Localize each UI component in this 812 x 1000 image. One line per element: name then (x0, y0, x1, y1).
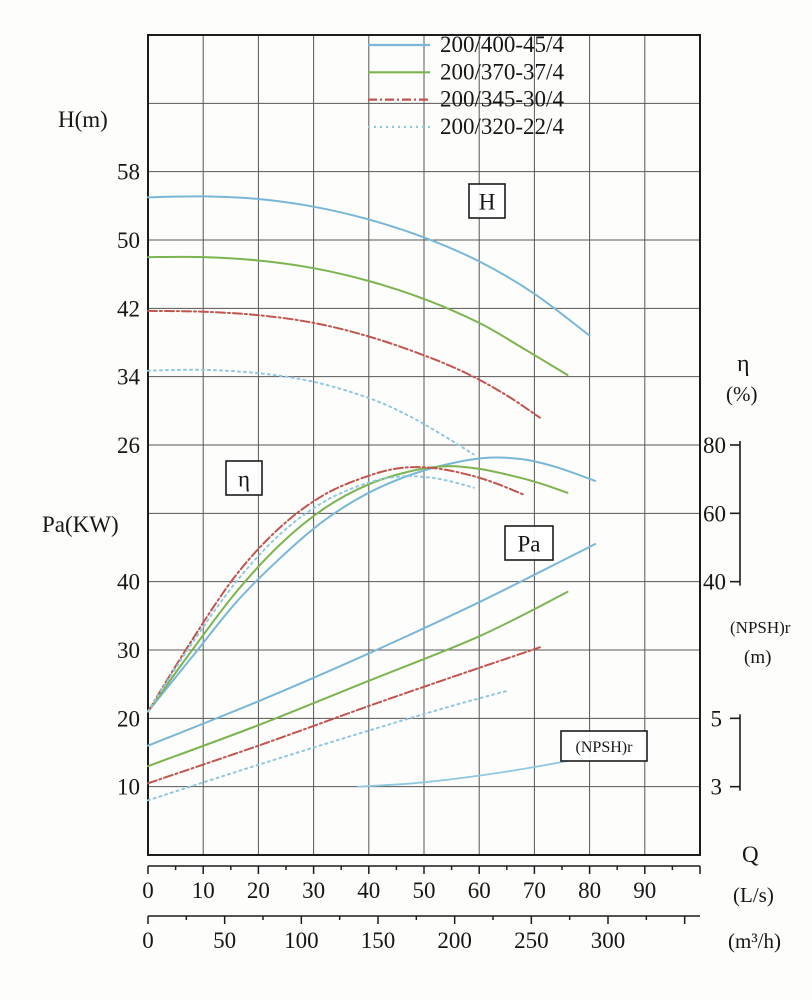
lps-tick-label: 20 (247, 878, 270, 903)
power-curve-200/370-37/4 (147, 590, 569, 768)
m3h-tick-label: 200 (437, 928, 472, 953)
m3h-tick-label: 100 (284, 928, 319, 953)
m3h-tick-label: 250 (514, 928, 549, 953)
efficiency-axis-unit: (%) (726, 382, 757, 406)
npsh-axis-unit: (m) (744, 647, 771, 668)
head-tick-label: 58 (117, 160, 140, 185)
npsh-axis-bracket (730, 714, 741, 791)
npsh-axis-title: (NPSH)r (730, 618, 791, 637)
annotation-box-H: H (468, 183, 506, 219)
x-axis-m3h (147, 915, 700, 924)
annotation-text: η (238, 466, 250, 491)
power-tick-label: 20 (117, 706, 140, 731)
x-axis-lps (147, 865, 701, 874)
power-tick-label: 10 (117, 775, 140, 800)
legend-label: 200/370-37/4 (440, 59, 564, 84)
power-tick-label: 30 (117, 638, 140, 663)
lps-tick-label: 50 (413, 878, 436, 903)
annotation-box-Pa: Pa (504, 525, 554, 561)
power-curve-200/320-22/4 (147, 690, 508, 802)
annotation-box-η: η (225, 460, 263, 496)
m3h-tick-label: 0 (142, 928, 154, 953)
power-curve-200/400-45/4 (147, 543, 597, 747)
npsh-tick-label: 3 (711, 775, 723, 800)
x-axis-unit-m3h: (m³/h) (728, 929, 781, 953)
annotation-text: Pa (518, 531, 541, 556)
efficiency-tick-label: 80 (703, 433, 726, 458)
head-tick-label: 42 (117, 296, 140, 321)
lps-tick-label: 60 (468, 878, 491, 903)
m3h-tick-label: 300 (591, 928, 626, 953)
efficiency-tick-label: 60 (703, 501, 726, 526)
head-axis-title: H(m) (58, 107, 108, 132)
efficiency-axis-bracket (730, 441, 741, 586)
annotation-text: H (479, 189, 496, 214)
head-curve-200/345-30/4 (147, 309, 541, 419)
head-tick-label: 26 (117, 433, 140, 458)
x-axis-title: Q (742, 842, 759, 867)
x-axis-unit-lps: (L/s) (733, 883, 774, 907)
power-axis-title: Pa(KW) (42, 512, 119, 537)
lps-tick-label: 70 (523, 878, 546, 903)
legend-label: 200/345-30/4 (440, 87, 564, 112)
npsh-tick-label: 5 (711, 706, 723, 731)
head-curve-200/370-37/4 (147, 255, 569, 376)
lps-tick-label: 40 (357, 878, 380, 903)
lps-tick-label: 30 (302, 878, 325, 903)
efficiency-axis-title: η (737, 351, 750, 377)
efficiency-tick-label: 40 (703, 570, 726, 595)
m3h-tick-label: 50 (213, 928, 236, 953)
head-tick-label: 50 (117, 228, 140, 253)
legend-label: 200/400-45/4 (440, 32, 564, 57)
efficiency-curve-200/370-37/4 (147, 465, 569, 713)
annotation-box-(NPSH)r: (NPSH)r (560, 730, 648, 762)
power-tick-label: 40 (117, 570, 140, 595)
lps-tick-label: 90 (633, 878, 656, 903)
efficiency-curve-200/320-22/4 (147, 475, 475, 713)
head-tick-label: 34 (117, 365, 141, 390)
plot-frame (147, 34, 701, 856)
lps-tick-label: 80 (578, 878, 601, 903)
efficiency-curve-200/345-30/4 (147, 466, 525, 713)
lps-tick-label: 0 (142, 878, 154, 903)
efficiency-curve-200/400-45/4 (147, 456, 597, 713)
head-curve-200/400-45/4 (147, 195, 591, 337)
m3h-tick-label: 150 (361, 928, 396, 953)
power-curve-200/345-30/4 (147, 646, 541, 785)
lps-tick-label: 10 (192, 878, 215, 903)
annotation-text: (NPSH)r (576, 739, 634, 756)
legend-label: 200/320-22/4 (440, 114, 564, 139)
head-curve-200/320-22/4 (147, 368, 475, 456)
